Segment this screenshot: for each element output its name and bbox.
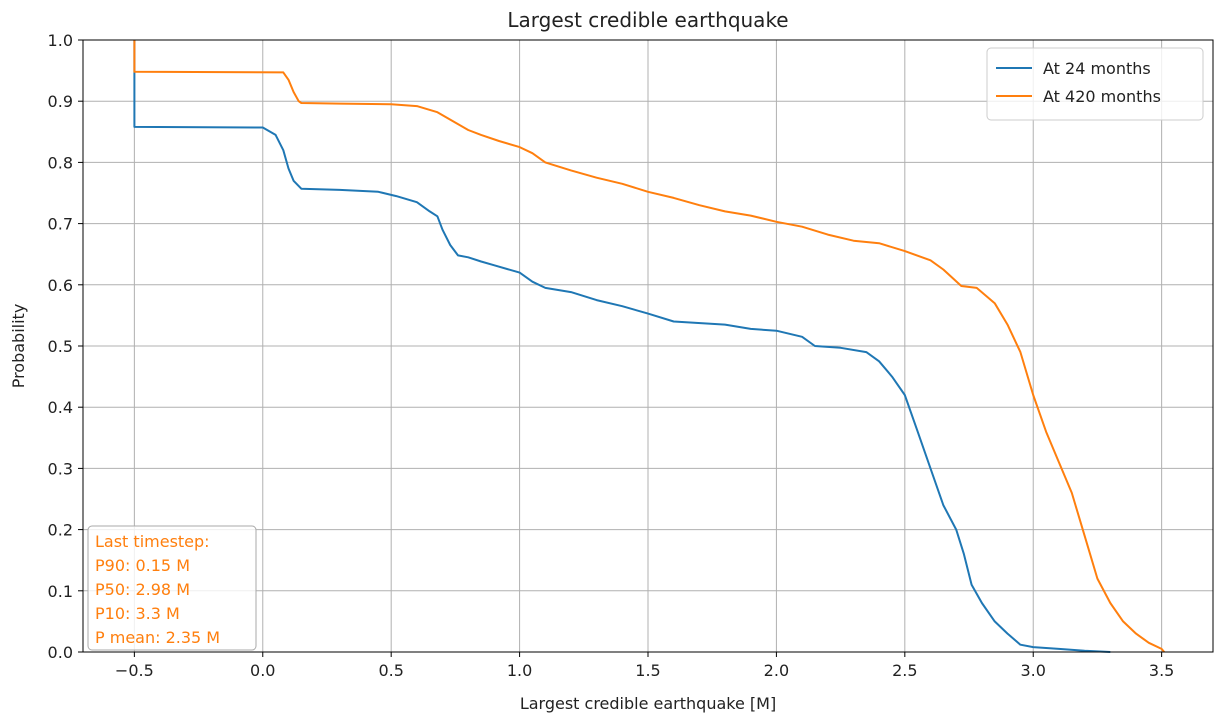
series-line-1 xyxy=(133,40,1165,653)
x-tick-label: −0.5 xyxy=(115,661,154,680)
stats-line: P50: 2.98 M xyxy=(95,580,190,599)
y-tick-label: 1.0 xyxy=(48,31,73,50)
y-tick-label: 0.9 xyxy=(48,92,73,111)
x-tick-label: 0.0 xyxy=(250,661,275,680)
x-axis-label: Largest credible earthquake [M] xyxy=(520,694,776,713)
stats-box-frame xyxy=(87,525,257,651)
x-tick-label: 1.0 xyxy=(507,661,532,680)
stats-line: P mean: 2.35 M xyxy=(95,628,220,647)
grid xyxy=(83,39,1213,653)
x-tick-label: 1.5 xyxy=(635,661,660,680)
legend-frame xyxy=(986,47,1204,121)
y-axis-label: Probability xyxy=(9,304,28,389)
x-tick-label: 2.5 xyxy=(892,661,917,680)
stats-annotation: Last timestep: P90: 0.15 M P50: 2.98 M P10:… xyxy=(87,525,257,651)
y-tick-label: 0.8 xyxy=(48,153,73,172)
y-tick-label: 0.0 xyxy=(48,643,73,662)
y-tick-label: 0.2 xyxy=(48,521,73,540)
series-layer xyxy=(133,40,1165,653)
y-tick-label: 0.3 xyxy=(48,459,73,478)
y-tick-label: 0.4 xyxy=(48,398,73,417)
stats-line: P10: 3.3 M xyxy=(95,604,180,623)
x-tick-label: 3.0 xyxy=(1021,661,1046,680)
y-tick-label: 0.7 xyxy=(48,215,73,234)
stats-line: P90: 0.15 M xyxy=(95,556,190,575)
x-axis: −0.5 0.0 0.5 1.0 1.5 2.0 2.5 3.0 3.5 xyxy=(115,652,1174,680)
legend-label: At 420 months xyxy=(1043,87,1161,106)
legend-label: At 24 months xyxy=(1043,59,1151,78)
chart-title: Largest credible earthquake xyxy=(507,8,788,32)
y-axis: 0.0 0.1 0.2 0.3 0.4 0.5 0.6 0.7 0.8 0.9 1.0 xyxy=(48,31,83,662)
series-line-0 xyxy=(133,40,1111,653)
x-tick-label: 3.5 xyxy=(1149,661,1174,680)
x-tick-label: 0.5 xyxy=(378,661,403,680)
y-tick-label: 0.5 xyxy=(48,337,73,356)
y-tick-label: 0.1 xyxy=(48,582,73,601)
stats-line: Last timestep: xyxy=(95,532,210,551)
y-tick-label: 0.6 xyxy=(48,276,73,295)
legend: At 24 months At 420 months xyxy=(986,47,1204,121)
x-tick-label: 2.0 xyxy=(764,661,789,680)
